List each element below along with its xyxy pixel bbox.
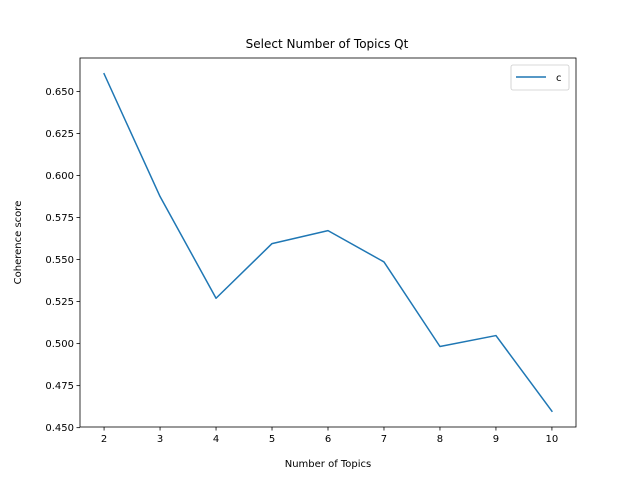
plot-frame — [79, 57, 577, 428]
x-axis-ticks: 2 3 4 5 6 7 8 9 10 — [101, 427, 558, 445]
x-tick-label: 2 — [101, 434, 107, 445]
y-tick-label: 0.650 — [45, 87, 74, 98]
x-tick-label: 10 — [546, 434, 559, 445]
y-tick-label: 0.450 — [45, 423, 74, 434]
x-tick-label: 4 — [213, 434, 219, 445]
series-lines — [103, 72, 553, 413]
y-tick-label: 0.550 — [45, 255, 74, 266]
y-tick-label: 0.525 — [45, 297, 74, 308]
y-axis-label: Coherence score — [13, 201, 24, 285]
x-tick-label: 7 — [381, 434, 387, 445]
x-tick-label: 5 — [269, 434, 275, 445]
x-axis-label: Number of Topics — [285, 459, 372, 470]
y-tick-label: 0.575 — [45, 213, 74, 224]
y-tick-label: 0.475 — [45, 381, 74, 392]
y-tick-label: 0.625 — [45, 129, 74, 140]
legend-label-c: c — [556, 73, 562, 84]
x-tick-label: 9 — [493, 434, 499, 445]
x-tick-label: 6 — [325, 434, 331, 445]
chart-title: Select Number of Topics Qt — [246, 37, 409, 51]
series-line-c — [103, 72, 553, 413]
y-tick-label: 0.500 — [45, 339, 74, 350]
y-axis-ticks: 0.450 0.475 0.500 0.525 0.550 0.575 0.600 0.625… — [45, 87, 80, 434]
legend: c — [510, 64, 570, 91]
x-tick-label: 3 — [157, 434, 163, 445]
x-tick-label: 8 — [437, 434, 443, 445]
y-tick-label: 0.600 — [45, 171, 74, 182]
